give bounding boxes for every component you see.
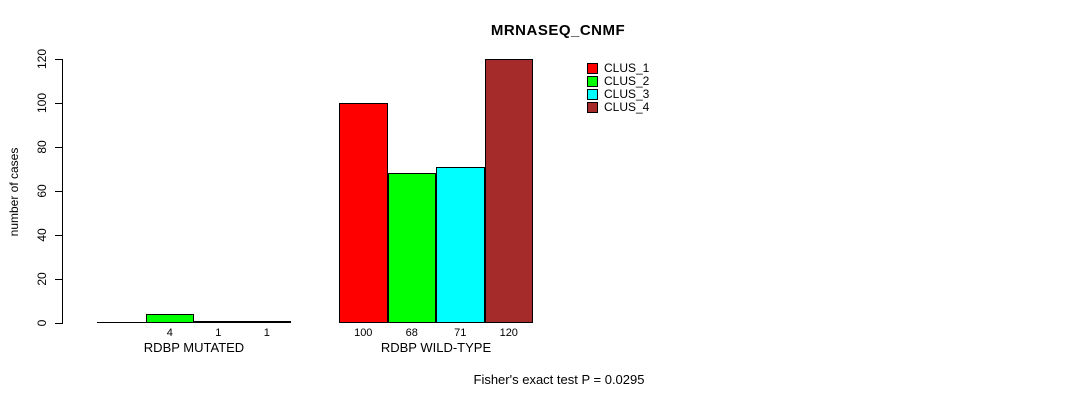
legend-item: CLUS_2 xyxy=(587,75,649,88)
legend-label: CLUS_4 xyxy=(604,100,650,114)
y-tick xyxy=(55,147,62,148)
legend-item: CLUS_4 xyxy=(587,101,649,114)
annotation: Fisher's exact test P = 0.0295 xyxy=(473,372,645,387)
x-category-label: RDBP WILD-TYPE xyxy=(380,340,492,355)
y-tick-label: 120 xyxy=(35,48,49,70)
y-tick-label: 40 xyxy=(35,228,49,242)
y-tick xyxy=(55,191,62,192)
y-tick-label: 80 xyxy=(35,140,49,154)
y-tick xyxy=(55,323,62,324)
y-axis-line xyxy=(62,59,63,324)
y-tick xyxy=(55,235,62,236)
y-tick xyxy=(55,103,62,104)
legend-label: CLUS_2 xyxy=(604,74,650,88)
bar-value-label: 71 xyxy=(454,327,467,339)
legend-label: CLUS_1 xyxy=(604,61,650,75)
x-category-label: RDBP MUTATED xyxy=(143,340,245,355)
chart-title: MRNASEQ_CNMF xyxy=(490,22,626,39)
bar-value-label: 120 xyxy=(499,327,518,339)
y-tick-label: 0 xyxy=(35,319,49,327)
legend: CLUS_1 CLUS_2 CLUS_3 CLUS_4 xyxy=(587,62,649,114)
legend-item: CLUS_1 xyxy=(587,62,649,75)
bar-value-label: 1 xyxy=(263,327,270,339)
legend-swatch xyxy=(587,89,598,100)
bar-value-label: 4 xyxy=(166,327,173,339)
bar xyxy=(387,173,436,323)
bar xyxy=(242,320,291,323)
legend-label: CLUS_3 xyxy=(604,87,650,101)
y-tick xyxy=(55,279,62,280)
bar xyxy=(484,59,533,323)
legend-item: CLUS_3 xyxy=(587,88,649,101)
y-tick-label: 60 xyxy=(35,184,49,198)
y-tick xyxy=(55,59,62,60)
y-tick-label: 100 xyxy=(35,92,49,114)
bar xyxy=(436,166,485,323)
legend-swatch xyxy=(587,63,598,74)
bar-value-label: 100 xyxy=(354,327,373,339)
legend-swatch xyxy=(587,102,598,113)
y-tick-label: 20 xyxy=(35,272,49,286)
bar-zero-baseline xyxy=(97,322,146,323)
legend-swatch xyxy=(587,76,598,87)
bar-value-label: 1 xyxy=(215,327,222,339)
bar xyxy=(145,314,194,323)
bar xyxy=(194,320,243,323)
bar-value-label: 68 xyxy=(405,327,418,339)
bar xyxy=(339,103,388,323)
